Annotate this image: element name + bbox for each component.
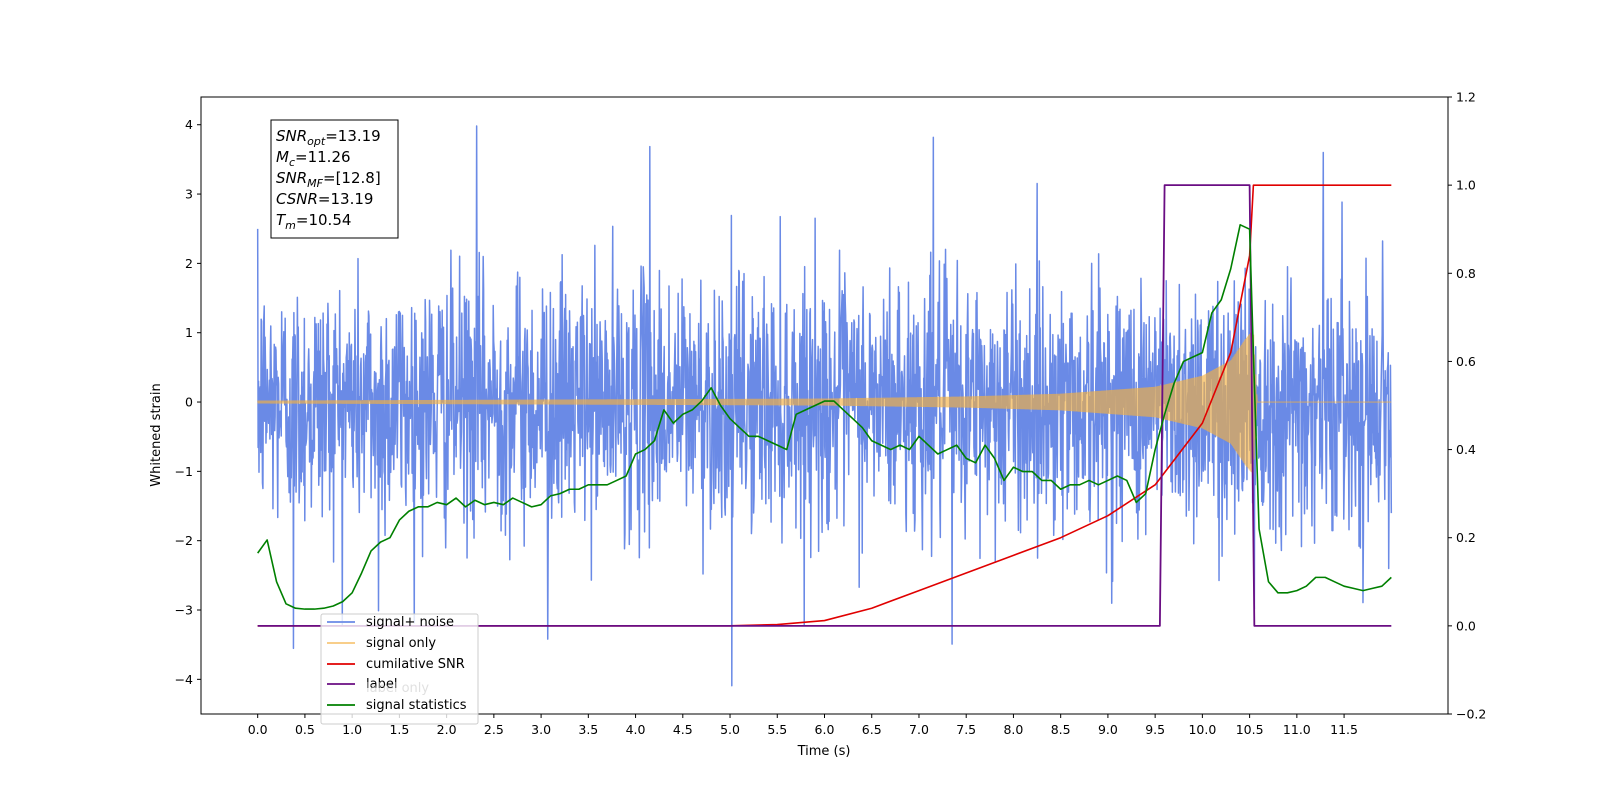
info-line-subscript: c (289, 156, 295, 169)
info-line-value: =[12.8] (323, 169, 381, 187)
legend-label: label (366, 677, 397, 692)
legend: signal+ noise signal only cumilative SNR la… (320, 613, 479, 725)
y-axis-left: 4 3 2 1 0 −1 −2 −3 −4 (175, 117, 201, 687)
x-tick-label: 5.0 (720, 722, 740, 737)
y-left-tick-label: −2 (175, 533, 193, 548)
info-line-subscript: opt (307, 135, 326, 148)
info-line: SNRopt=13.19 (276, 127, 381, 148)
legend-label: cumilative SNR (366, 657, 465, 672)
x-tick-label: 0.0 (248, 722, 268, 737)
legend-label: signal statistics (366, 698, 467, 713)
info-line-value: =13.19 (318, 190, 374, 208)
x-tick-label: 1.5 (389, 722, 409, 737)
info-line: Tm=10.54 (276, 211, 351, 232)
x-tick-label: 10.0 (1188, 722, 1216, 737)
y-left-tick-label: 0 (185, 395, 193, 410)
y-axis-label: Whitened strain (149, 383, 164, 486)
info-line-symbol: SNR (276, 169, 307, 187)
legend-label: signal+ noise (366, 615, 454, 630)
y-right-tick-label: −0.2 (1456, 707, 1486, 722)
x-tick-label: 6.0 (815, 722, 835, 737)
legend-frame (320, 613, 479, 725)
y-left-tick-label: −3 (175, 603, 193, 618)
x-tick-label: 6.5 (862, 722, 882, 737)
legend-label: signal only (366, 636, 436, 651)
info-line-value: =10.54 (296, 211, 352, 229)
x-tick-label: 11.5 (1330, 722, 1358, 737)
legend-label-hidden: label only (366, 681, 429, 696)
x-tick-label: 4.0 (626, 722, 646, 737)
x-tick-label: 3.5 (578, 722, 598, 737)
info-line: Mc=11.26 (276, 148, 351, 169)
info-line-value: =11.26 (295, 148, 351, 166)
data-layer (256, 125, 1393, 687)
y-right-tick-label: 1.0 (1456, 178, 1476, 193)
x-axis-label: Time (s) (797, 744, 851, 759)
info-line-symbol: T (276, 211, 287, 229)
y-left-tick-label: 2 (185, 256, 193, 271)
x-tick-label: 8.0 (1003, 722, 1023, 737)
series-signal-statistics-line (257, 224, 1392, 610)
y-left-tick-label: 4 (185, 117, 193, 132)
y-left-tick-label: 3 (185, 187, 193, 202)
info-line-symbol: M (276, 148, 289, 166)
x-tick-label: 2.0 (437, 722, 457, 737)
y-right-tick-label: 0.4 (1456, 442, 1476, 457)
info-line-value: =13.19 (325, 127, 381, 145)
x-tick-label: 10.5 (1236, 722, 1264, 737)
info-line: SNRMF=[12.8] (276, 169, 381, 190)
x-tick-label: 7.5 (956, 722, 976, 737)
y-right-tick-label: 0.8 (1456, 266, 1476, 281)
info-line-subscript: m (285, 219, 296, 232)
y-right-tick-label: 0.6 (1456, 354, 1476, 369)
y-right-tick-label: 1.2 (1456, 90, 1476, 105)
info-line: CSNR=13.19 (276, 190, 373, 208)
info-line-subscript: MF (307, 177, 323, 190)
x-tick-label: 11.0 (1283, 722, 1311, 737)
x-tick-label: 5.5 (767, 722, 787, 737)
x-tick-label: 7.0 (909, 722, 929, 737)
series-signal-only-line (257, 330, 1392, 475)
info-line-symbol: CSNR (276, 190, 318, 208)
x-tick-label: 2.5 (484, 722, 504, 737)
series-label-line (257, 184, 1392, 627)
y-right-tick-label: 0.2 (1456, 530, 1476, 545)
info-box-frame (270, 119, 399, 239)
x-axis: 0.0 0.5 1.0 1.5 2.0 2.5 3.0 3.5 4.0 4.5 5.0 5.5 6.0 6… (248, 714, 1358, 737)
y-left-tick-label: −4 (175, 672, 193, 687)
y-left-tick-label: 1 (185, 325, 193, 340)
x-tick-label: 3.0 (531, 722, 551, 737)
x-tick-label: 1.0 (342, 722, 362, 737)
x-tick-label: 8.5 (1051, 722, 1071, 737)
x-tick-label: 9.0 (1098, 722, 1118, 737)
x-tick-label: 0.5 (295, 722, 315, 737)
x-tick-label: 4.5 (673, 722, 693, 737)
y-right-tick-label: 0.0 (1456, 618, 1476, 633)
y-axis-right: 1.2 1.0 0.8 0.6 0.4 0.2 0.0 −0.2 (1448, 90, 1486, 722)
info-annotation: SNRopt=13.19Mc=11.26SNRMF=[12.8]CSNR=13.… (270, 119, 399, 239)
x-tick-label: 9.5 (1145, 722, 1165, 737)
info-line-symbol: SNR (276, 127, 307, 145)
y-left-tick-label: −1 (175, 464, 193, 479)
